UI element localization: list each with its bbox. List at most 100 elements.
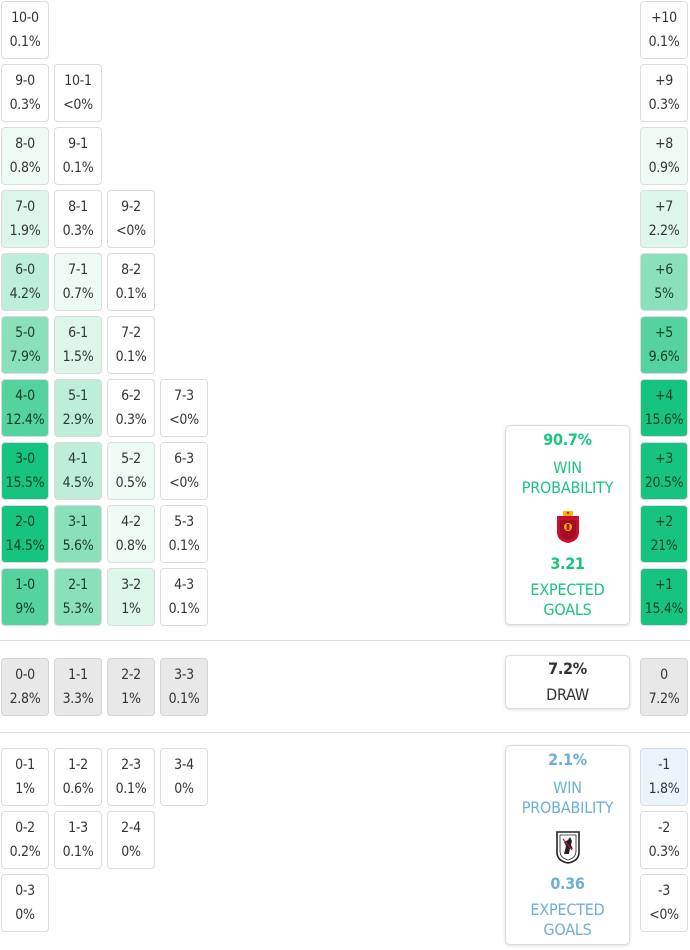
scoreline-cell: 5-3 0.1%	[160, 505, 208, 563]
goal-margin-cell: +1 15.4%	[640, 568, 688, 626]
goal-margin-cell-probability: 2.2%	[648, 223, 680, 239]
goal-margin-cell-label: -3	[658, 883, 670, 899]
away-win-label: WIN PROBABILITY	[521, 778, 614, 817]
home-expected-goals-label: EXPECTED GOALS	[530, 580, 605, 619]
scoreline-cell: 10-0 0.1%	[1, 1, 49, 59]
away-win-percentage: 2.1%	[548, 750, 587, 769]
draw-scoreline-cell: 3-3 0.1%	[160, 658, 208, 716]
scoreline-cell-label: 2-0	[15, 514, 35, 530]
goal-margin-cell-probability: 0.3%	[648, 844, 680, 860]
goal-margin-cell: +9 0.3%	[640, 64, 688, 122]
scoreline-cell-label: 8-2	[121, 262, 141, 278]
goal-margin-cell-label: +8	[655, 136, 673, 152]
scoreline-cell-probability: <0%	[116, 223, 146, 239]
draw-scoreline-cell-label: 0-0	[15, 667, 35, 683]
scoreline-cell-label: 3-1	[68, 514, 88, 530]
scoreline-cell: 6-3 <0%	[160, 442, 208, 500]
scoreline-cell-label: 5-1	[68, 388, 88, 404]
draw-scoreline-cell: 1-1 3.3%	[54, 658, 102, 716]
scoreline-cell-probability: 5.3%	[62, 601, 94, 617]
goal-margin-cell-label: 0	[660, 667, 668, 683]
scoreline-cell-label: 2-1	[68, 577, 88, 593]
scoreline-cell: 9-1 0.1%	[54, 127, 102, 185]
scoreline-cell: 3-1 5.6%	[54, 505, 102, 563]
scoreline-cell: 4-2 0.8%	[107, 505, 155, 563]
scoreline-cell-probability: 0.1%	[115, 349, 147, 365]
goal-margin-cell-label: +2	[655, 514, 673, 530]
scoreline-cell-probability: 0.1%	[62, 160, 94, 176]
scoreline-cell: 4-0 12.4%	[1, 379, 49, 437]
away-scoreline-cell-label: 2-3	[121, 757, 141, 773]
goal-margin-cell-probability: 21%	[650, 538, 678, 554]
away-expected-goals-label: EXPECTED GOALS	[530, 900, 605, 939]
goal-margin-cell-label: +6	[655, 262, 673, 278]
goal-margin-cell-probability: 7.2%	[648, 691, 680, 707]
scoreline-cell-label: 3-2	[121, 577, 141, 593]
draw-summary-card: 7.2% DRAW	[505, 655, 630, 709]
draw-label: DRAW	[546, 685, 589, 704]
scoreline-cell-probability: 0.1%	[9, 34, 41, 50]
away-scoreline-cell-label: 2-4	[121, 820, 141, 836]
scoreline-cell-label: 5-3	[174, 514, 194, 530]
scoreline-cell-probability: <0%	[169, 412, 199, 428]
away-scoreline-cell-label: 0-2	[15, 820, 35, 836]
scoreline-cell-probability: 0.8%	[9, 160, 41, 176]
scoreline-cell: 6-0 4.2%	[1, 253, 49, 311]
goal-margin-cell-probability: 0.9%	[648, 160, 680, 176]
draw-scoreline-cell-label: 3-3	[174, 667, 194, 683]
draw-scoreline-cell-probability: 2.8%	[9, 691, 41, 707]
draw-scoreline-cell-probability: 1%	[121, 691, 141, 707]
scoreline-cell: 4-1 4.5%	[54, 442, 102, 500]
away-scoreline-cell-label: 1-2	[68, 757, 88, 773]
goal-margin-cell: -3 <0%	[640, 874, 688, 932]
scoreline-cell-probability: 4.5%	[62, 475, 94, 491]
draw-scoreline-cell-probability: 0.1%	[168, 691, 200, 707]
scoreline-cell: 6-1 1.5%	[54, 316, 102, 374]
scoreline-cell-probability: 1.9%	[9, 223, 41, 239]
draw-scoreline-cell-probability: 3.3%	[62, 691, 94, 707]
home-win-percentage: 90.7%	[543, 430, 592, 449]
scoreline-cell-label: 6-0	[15, 262, 35, 278]
home-draw-divider	[0, 640, 690, 641]
scoreline-cell-label: 6-3	[174, 451, 194, 467]
scoreline-cell: 5-0 7.9%	[1, 316, 49, 374]
draw-scoreline-cell-label: 1-1	[68, 667, 88, 683]
goal-margin-cell-label: +4	[655, 388, 673, 404]
away-scoreline-cell-label: 3-4	[174, 757, 194, 773]
scoreline-cell-label: 9-2	[121, 199, 141, 215]
scoreline-cell-probability: 0.3%	[115, 412, 147, 428]
scoreline-cell: 6-2 0.3%	[107, 379, 155, 437]
away-scoreline-cell: 2-3 0.1%	[107, 748, 155, 806]
scoreline-cell: 8-0 0.8%	[1, 127, 49, 185]
scoreline-cell-probability: 0.5%	[115, 475, 147, 491]
goal-margin-cell: +10 0.1%	[640, 1, 688, 59]
scoreline-cell-label: 8-0	[15, 136, 35, 152]
scoreline-cell-probability: 0.1%	[168, 538, 200, 554]
home-win-summary-card: 90.7% WIN PROBABILITY 3.21 EXPECTED GOAL…	[505, 425, 630, 625]
goal-margin-cell-probability: 15.4%	[644, 601, 684, 617]
goal-margin-cell: +3 20.5%	[640, 442, 688, 500]
scoreline-cell: 1-0 9%	[1, 568, 49, 626]
scoreline-cell: 4-3 0.1%	[160, 568, 208, 626]
away-scoreline-cell: 1-3 0.1%	[54, 811, 102, 869]
georgia-crest-icon	[555, 831, 580, 864]
goal-margin-cell-probability: 1.8%	[648, 781, 680, 797]
scoreline-cell-label: 10-1	[64, 73, 92, 89]
goal-margin-cell: +2 21%	[640, 505, 688, 563]
scoreline-cell-label: 7-2	[121, 325, 141, 341]
goal-margin-cell: -1 1.8%	[640, 748, 688, 806]
scoreline-cell-probability: 2.9%	[62, 412, 94, 428]
scoreline-cell-label: 6-1	[68, 325, 88, 341]
goal-margin-cell-label: -2	[658, 820, 670, 836]
away-scoreline-cell-label: 0-3	[15, 883, 35, 899]
draw-away-divider	[0, 732, 690, 733]
scoreline-cell-label: 9-1	[68, 136, 88, 152]
away-scoreline-cell-probability: 0%	[15, 907, 35, 923]
scoreline-cell-label: 4-1	[68, 451, 88, 467]
scoreline-cell-probability: 5.6%	[62, 538, 94, 554]
away-scoreline-cell: 0-2 0.2%	[1, 811, 49, 869]
goal-margin-cell-label: +7	[655, 199, 673, 215]
goal-margin-cell-probability: 9.6%	[648, 349, 680, 365]
scoreline-cell: 8-2 0.1%	[107, 253, 155, 311]
scoreline-cell-label: 3-0	[15, 451, 35, 467]
